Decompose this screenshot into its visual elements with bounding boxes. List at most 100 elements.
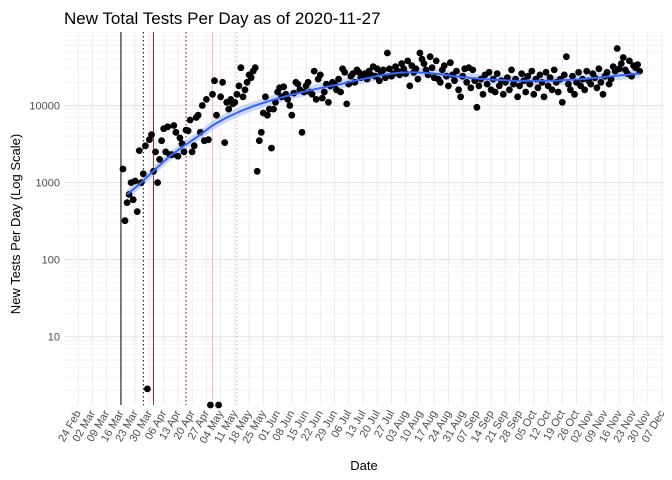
data-point <box>320 88 328 96</box>
data-point <box>485 68 493 76</box>
data-point <box>530 90 538 98</box>
data-point <box>198 102 206 109</box>
data-point <box>457 93 464 101</box>
data-point <box>264 111 271 119</box>
data-point <box>386 65 393 73</box>
data-point <box>270 105 277 113</box>
data-point <box>467 84 475 92</box>
data-point <box>595 65 603 73</box>
y-tick-label: 1000 <box>36 178 60 190</box>
data-point <box>213 111 220 119</box>
data-point <box>493 70 501 77</box>
data-point <box>158 137 166 145</box>
data-point <box>221 139 229 147</box>
data-point <box>587 80 595 88</box>
data-point <box>447 59 454 67</box>
data-point <box>375 77 383 85</box>
data-point <box>194 111 202 119</box>
data-point <box>205 136 212 144</box>
data-point <box>217 93 225 101</box>
data-point <box>619 54 627 61</box>
data-point <box>255 137 263 145</box>
data-point <box>337 88 344 96</box>
data-point <box>184 127 192 135</box>
data-point <box>404 57 412 65</box>
data-point <box>540 93 548 101</box>
data-point <box>190 142 198 150</box>
data-point <box>563 53 570 61</box>
data-point <box>569 72 576 80</box>
data-point <box>516 82 523 90</box>
data-point <box>416 49 424 57</box>
smooth-line-group <box>126 71 640 196</box>
data-point <box>123 199 131 207</box>
data-point <box>626 57 633 65</box>
data-point <box>186 116 194 124</box>
data-point <box>253 167 261 175</box>
data-point <box>135 147 143 155</box>
data-point <box>384 49 391 57</box>
data-point <box>211 77 218 85</box>
data-point <box>152 148 159 156</box>
y-tick-label: 100 <box>42 255 60 267</box>
data-point <box>341 68 349 76</box>
data-point <box>599 90 607 98</box>
data-point <box>304 78 312 86</box>
data-point <box>119 165 127 173</box>
data-point <box>176 134 184 142</box>
data-point <box>495 82 503 90</box>
data-point <box>597 78 605 86</box>
data-point <box>268 144 275 152</box>
data-point <box>144 385 151 393</box>
data-point <box>125 191 133 198</box>
data-point <box>139 170 147 178</box>
data-point <box>593 84 601 92</box>
data-point <box>225 105 233 113</box>
data-point <box>548 86 556 94</box>
data-point <box>121 217 129 225</box>
data-point <box>318 94 326 102</box>
data-point <box>455 86 462 94</box>
data-point <box>247 74 255 82</box>
data-point <box>379 66 387 74</box>
data-point <box>432 57 440 65</box>
data-point <box>180 148 188 156</box>
data-point <box>565 80 572 88</box>
data-point <box>239 93 247 101</box>
chart-title: New Total Tests Per Day as of 2020-11-27 <box>64 9 381 28</box>
data-point <box>146 136 153 144</box>
data-point <box>241 86 249 94</box>
data-point <box>526 80 534 88</box>
data-point <box>382 74 389 82</box>
data-point <box>528 67 536 75</box>
data-point <box>207 401 214 409</box>
data-point <box>615 65 623 73</box>
data-point <box>558 98 566 106</box>
data-point <box>453 67 460 75</box>
y-tick-label: 10 <box>48 332 60 344</box>
data-point <box>310 67 318 75</box>
data-point <box>343 100 351 108</box>
data-point <box>514 93 521 101</box>
data-point <box>312 96 320 103</box>
data-point <box>262 93 269 101</box>
data-point <box>233 90 241 98</box>
data-point <box>581 86 589 94</box>
data-point <box>203 96 210 103</box>
data-point <box>499 90 507 98</box>
data-point <box>426 53 434 61</box>
data-point <box>607 75 615 83</box>
data-point <box>170 122 178 129</box>
data-point <box>522 88 530 96</box>
data-point <box>406 82 414 90</box>
x-axis-title: Date <box>350 458 377 473</box>
data-point <box>156 156 164 163</box>
data-point <box>280 83 288 91</box>
data-point <box>325 98 332 106</box>
data-point <box>508 66 515 74</box>
data-point <box>298 128 306 136</box>
data-point <box>436 78 444 86</box>
data-point <box>479 90 487 98</box>
